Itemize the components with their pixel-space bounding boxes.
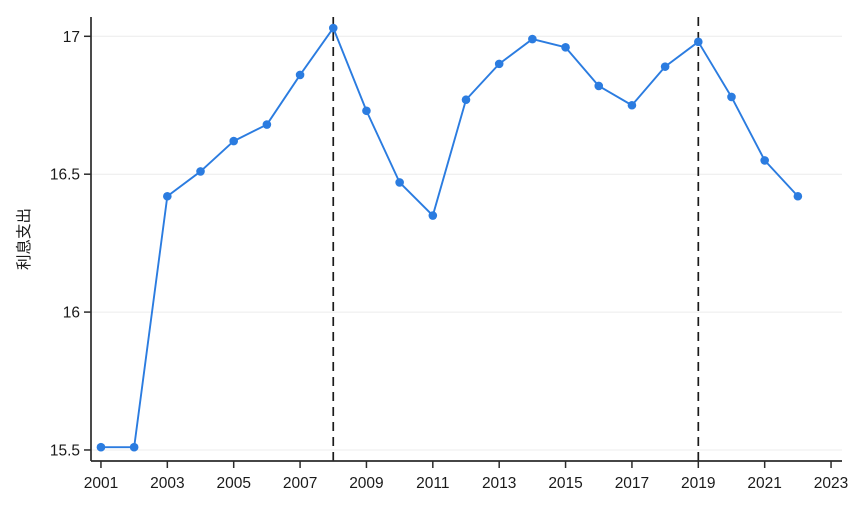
x-tick-label: 2001 [84,475,118,492]
data-point-2020 [727,92,736,102]
data-point-2014 [528,34,537,44]
y-tick-label: 17 [63,29,80,46]
data-line [100,27,799,449]
data-point-2013 [494,59,504,69]
x-tick-label: 2019 [681,475,715,492]
y-axis-title: 利息支出 [15,208,33,270]
y-tick-label: 16 [63,305,80,322]
x-tick-label: 2009 [349,475,383,492]
x-tick-label: 2007 [283,475,317,492]
data-point-2022 [793,191,803,201]
data-point-2011 [428,211,438,220]
data-point-2003 [163,191,172,201]
data-point-2019 [694,37,703,47]
x-tick-label: 2023 [814,475,848,492]
data-point-2005 [229,136,238,146]
x-tick-label: 2011 [416,475,449,492]
data-point-2009 [362,106,371,116]
x-tick-label: 2003 [150,475,184,492]
data-point-2004 [196,167,205,176]
data-point-2018 [660,62,670,71]
data-point-2016 [594,81,604,91]
x-tick-label: 2017 [615,475,649,492]
data-point-2010 [395,178,404,187]
data-point-2021 [760,156,769,165]
data-point-2012 [461,95,471,105]
x-tick-label: 2015 [548,475,582,492]
data-point-2007 [295,70,305,80]
data-point-2008 [328,23,338,33]
data-point-2002 [129,442,139,452]
y-tick-label: 15.5 [50,442,80,459]
data-point-2001 [96,442,106,452]
data-point-2015 [561,43,570,52]
x-tick-label: 2005 [216,475,250,492]
x-tick-label: 2021 [747,475,781,492]
y-tick-label: 16.5 [50,167,80,184]
data-point-2017 [627,100,637,110]
data-point-2006 [262,120,272,129]
x-tick-label: 2013 [482,475,516,492]
